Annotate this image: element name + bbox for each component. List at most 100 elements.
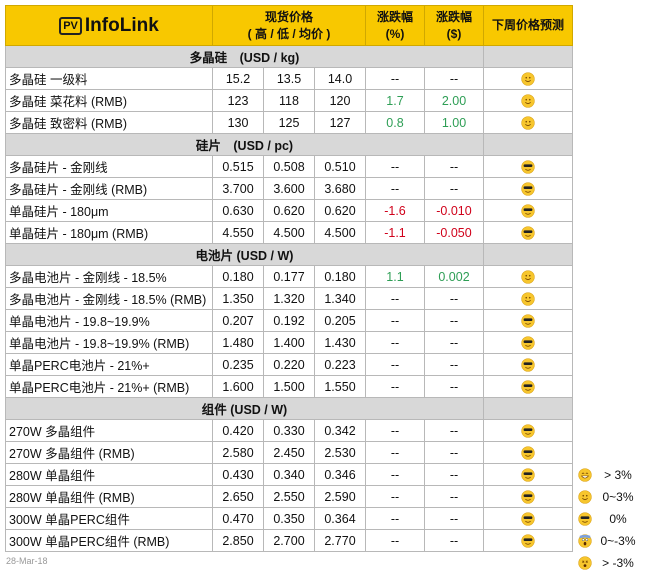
forecast-header: 下周价格预测 <box>483 5 573 46</box>
price-low: 0.350 <box>263 507 315 530</box>
change-usd: -0.010 <box>424 199 484 222</box>
price-high: 3.700 <box>212 177 264 200</box>
product-name: 单晶硅片 - 180μm <box>5 199 213 222</box>
price-low: 2.450 <box>263 441 315 464</box>
table-row: 270W 多晶组件 0.420 0.330 0.342 -- -- <box>5 419 573 442</box>
price-avg: 2.590 <box>314 485 366 508</box>
change-pct: -- <box>365 309 425 332</box>
change-pct: -- <box>365 353 425 376</box>
change-usd: -- <box>424 441 484 464</box>
section-title: 组件 (USD / W) <box>5 397 484 420</box>
change-usd: -- <box>424 419 484 442</box>
table-row: 单晶硅片 - 180μm 0.630 0.620 0.620 -1.6 -0.0… <box>5 199 573 222</box>
cool-icon <box>483 507 573 530</box>
product-name: 单晶PERC电池片 - 21%+ (RMB) <box>5 375 213 398</box>
price-header: 现货价格( 高 / 低 / 均价 ) <box>212 5 366 46</box>
price-low: 1.320 <box>263 287 315 310</box>
table-row: 280W 单晶组件 0.430 0.340 0.346 -- -- <box>5 463 573 486</box>
pct-header: 涨跌幅 (%) <box>365 5 425 46</box>
change-pct: -- <box>365 375 425 398</box>
price-avg: 0.364 <box>314 507 366 530</box>
table-row: 多晶硅 一级料 15.2 13.5 14.0 -- -- <box>5 67 573 90</box>
price-avg: 14.0 <box>314 67 366 90</box>
price-low: 0.192 <box>263 309 315 332</box>
price-high: 2.850 <box>212 529 264 552</box>
product-name: 多晶硅 菜花料 (RMB) <box>5 89 213 112</box>
price-high: 1.480 <box>212 331 264 354</box>
price-low: 0.220 <box>263 353 315 376</box>
price-high: 0.430 <box>212 463 264 486</box>
change-usd: 1.00 <box>424 111 484 134</box>
table-row: 270W 多晶组件 (RMB) 2.580 2.450 2.530 -- -- <box>5 441 573 464</box>
price-high: 0.235 <box>212 353 264 376</box>
cool-icon <box>483 221 573 244</box>
date-label: 28-Mar-18 <box>6 556 48 566</box>
cool-icon <box>483 375 573 398</box>
price-high: 2.580 <box>212 441 264 464</box>
price-high: 1.600 <box>212 375 264 398</box>
price-low: 0.177 <box>263 265 315 288</box>
table-row: 多晶硅 致密料 (RMB) 130 125 127 0.8 1.00 <box>5 111 573 134</box>
cool-icon <box>483 485 573 508</box>
cool-icon <box>483 331 573 354</box>
price-low: 13.5 <box>263 67 315 90</box>
price-high: 0.180 <box>212 265 264 288</box>
usd-header: 涨跌幅 ($) <box>424 5 484 46</box>
change-pct: 1.7 <box>365 89 425 112</box>
price-table: PV InfoLink 现货价格( 高 / 低 / 均价 ) 涨跌幅 (%) 涨跌幅… <box>5 5 573 552</box>
cool-icon <box>483 463 573 486</box>
table-row: 单晶电池片 - 19.8~19.9% (RMB) 1.480 1.400 1.4… <box>5 331 573 354</box>
cool-icon <box>483 155 573 178</box>
change-pct: -- <box>365 507 425 530</box>
product-name: 多晶硅 一级料 <box>5 67 213 90</box>
price-low: 3.600 <box>263 177 315 200</box>
section-title: 电池片 (USD / W) <box>5 243 484 266</box>
change-pct: -- <box>365 155 425 178</box>
price-avg: 1.340 <box>314 287 366 310</box>
price-avg: 4.500 <box>314 221 366 244</box>
change-usd: -- <box>424 463 484 486</box>
product-name: 280W 单晶组件 (RMB) <box>5 485 213 508</box>
cool-icon <box>578 512 592 527</box>
price-high: 15.2 <box>212 67 264 90</box>
smile-icon <box>483 287 573 310</box>
table-row: 单晶电池片 - 19.8~19.9% 0.207 0.192 0.205 -- … <box>5 309 573 332</box>
change-pct: -- <box>365 67 425 90</box>
change-usd: -- <box>424 485 484 508</box>
legend-label: > -3% <box>602 556 634 570</box>
change-pct: -- <box>365 287 425 310</box>
product-name: 单晶PERC电池片 - 21%+ <box>5 353 213 376</box>
legend-label: > 3% <box>604 468 632 482</box>
cool-icon <box>483 353 573 376</box>
cool-icon <box>483 419 573 442</box>
legend-item: 0% <box>578 508 644 530</box>
table-row: 多晶电池片 - 金刚线 - 18.5% (RMB) 1.350 1.320 1.… <box>5 287 573 310</box>
price-high: 0.515 <box>212 155 264 178</box>
price-high: 4.550 <box>212 221 264 244</box>
product-name: 单晶硅片 - 180μm (RMB) <box>5 221 213 244</box>
change-pct: -- <box>365 419 425 442</box>
product-name: 单晶电池片 - 19.8~19.9% (RMB) <box>5 331 213 354</box>
price-avg: 0.342 <box>314 419 366 442</box>
section-header: 硅片 (USD / pc) <box>5 133 573 156</box>
table-row: 280W 单晶组件 (RMB) 2.650 2.550 2.590 -- -- <box>5 485 573 508</box>
price-avg: 0.223 <box>314 353 366 376</box>
table-row: 300W 单晶PERC组件 0.470 0.350 0.364 -- -- <box>5 507 573 530</box>
price-avg: 0.620 <box>314 199 366 222</box>
product-name: 多晶硅 致密料 (RMB) <box>5 111 213 134</box>
change-usd: -- <box>424 67 484 90</box>
change-pct: 0.8 <box>365 111 425 134</box>
section-header: 电池片 (USD / W) <box>5 243 573 266</box>
price-avg: 0.180 <box>314 265 366 288</box>
cool-icon <box>483 309 573 332</box>
legend-label: 0~-3% <box>600 534 636 548</box>
change-pct: -- <box>365 441 425 464</box>
table-row: 单晶硅片 - 180μm (RMB) 4.550 4.500 4.500 -1.… <box>5 221 573 244</box>
cool-icon <box>483 529 573 552</box>
price-low: 0.620 <box>263 199 315 222</box>
table-row: 多晶硅片 - 金刚线 0.515 0.508 0.510 -- -- <box>5 155 573 178</box>
scream-icon <box>578 534 592 549</box>
cool-icon <box>483 177 573 200</box>
cool-icon <box>483 441 573 464</box>
product-name: 300W 单晶PERC组件 (RMB) <box>5 529 213 552</box>
